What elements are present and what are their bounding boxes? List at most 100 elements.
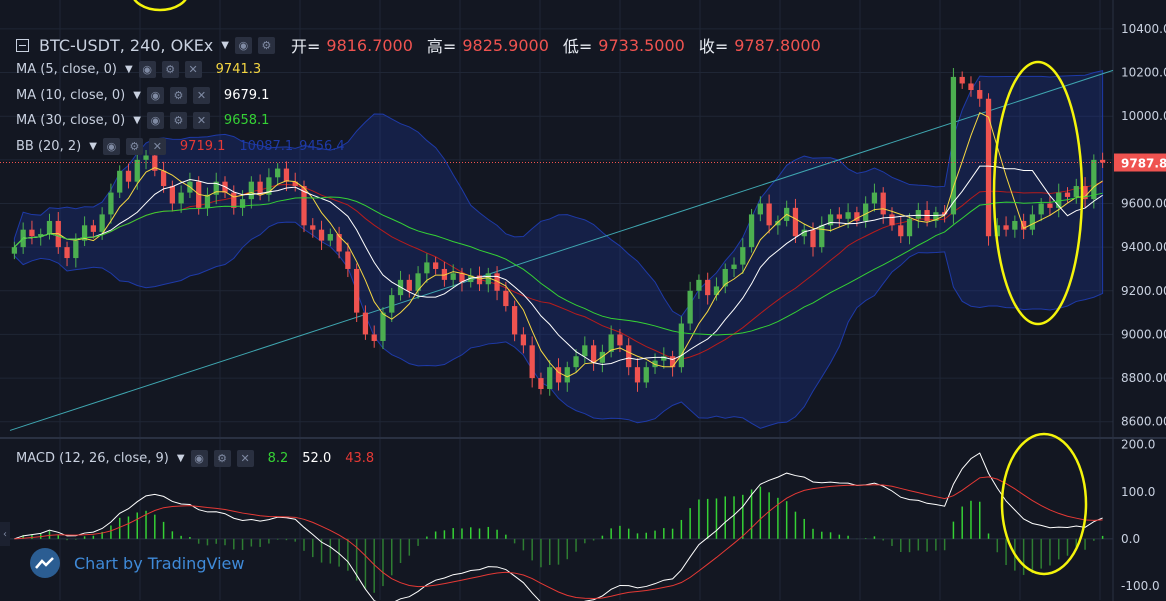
candle	[555, 367, 562, 383]
candle	[371, 334, 377, 341]
macd-signal-value: 43.8	[345, 451, 375, 466]
highlight-annotations	[133, 0, 1088, 576]
candle	[327, 234, 333, 241]
chevron-down-icon[interactable]: ▼	[89, 141, 97, 152]
ma5-legend[interactable]: MA (5, close, 0) ▼ ◉ ⚙ ✕ 9741.3	[16, 61, 261, 78]
scroll-left-icon[interactable]: ‹	[0, 522, 10, 546]
ma10-line	[14, 165, 1103, 366]
candle	[1099, 159, 1106, 163]
close-icon[interactable]: ✕	[184, 61, 202, 78]
candle	[11, 247, 18, 254]
candle	[336, 234, 342, 252]
candle	[108, 192, 114, 215]
candle	[652, 360, 658, 368]
eye-icon[interactable]: ◉	[146, 87, 164, 104]
candle	[863, 203, 869, 221]
candle	[520, 334, 527, 346]
gear-icon[interactable]: ⚙	[125, 138, 143, 155]
price-tick-label: 8600.00	[1121, 415, 1166, 429]
gear-icon[interactable]: ⚙	[213, 450, 231, 467]
gear-icon[interactable]: ⚙	[161, 61, 179, 78]
macd-legend[interactable]: MACD (12, 26, close, 9) ▼ ◉ ⚙ ✕ 8.2 52.0…	[16, 450, 374, 467]
candle	[169, 186, 175, 204]
candle	[950, 76, 957, 215]
candle	[511, 306, 518, 335]
candle	[389, 295, 395, 313]
price-axis: 10400.0010200.0010000.009800.009600.0094…	[1114, 22, 1166, 593]
candle	[160, 170, 167, 187]
chevron-down-icon[interactable]: ▼	[124, 64, 133, 75]
candle	[239, 199, 246, 208]
candle	[117, 170, 123, 193]
close-icon[interactable]: ✕	[236, 450, 254, 467]
gear-icon[interactable]: ⚙	[169, 87, 187, 104]
bb-legend[interactable]: BB (20, 2) ▼ ◉ ⚙ ✕ 9719.1 10087.1 9456.4	[16, 138, 345, 155]
candle	[406, 279, 412, 291]
eye-icon[interactable]: ◉	[102, 138, 120, 155]
price-tag	[1114, 153, 1166, 172]
candle	[626, 345, 632, 368]
candle	[1056, 192, 1062, 208]
high-label: 高=	[426, 37, 457, 56]
ma10-legend[interactable]: MA (10, close, 0) ▼ ◉ ⚙ ✕ 9679.1	[16, 87, 269, 104]
candle	[766, 203, 772, 226]
candle	[178, 192, 184, 204]
candle	[547, 367, 553, 389]
chevron-down-icon[interactable]: ▼	[221, 39, 229, 51]
candle	[1020, 220, 1027, 230]
eye-icon[interactable]: ◉	[190, 450, 208, 467]
candle	[573, 356, 579, 368]
bb-upper-value: 10087.1	[239, 139, 294, 154]
candle	[1064, 192, 1071, 197]
candle	[494, 273, 500, 291]
candle	[608, 334, 614, 352]
price-tick-label: 8800.00	[1121, 371, 1166, 385]
collapse-icon[interactable]	[16, 38, 29, 52]
candle	[871, 192, 878, 204]
candle	[1003, 225, 1009, 230]
bollinger-bands	[13, 70, 1104, 429]
close-icon[interactable]: ✕	[192, 112, 210, 129]
candle	[81, 225, 88, 241]
macd-signal-line	[14, 476, 1103, 600]
candle	[90, 225, 97, 232]
candle	[775, 220, 781, 226]
candle	[73, 240, 79, 259]
chevron-down-icon[interactable]: ▼	[133, 90, 141, 101]
tradingview-watermark[interactable]: Chart by TradingView	[30, 548, 244, 578]
eye-icon[interactable]: ◉	[146, 112, 164, 129]
gear-icon[interactable]: ⚙	[169, 112, 187, 129]
eye-icon[interactable]: ◉	[234, 36, 252, 54]
eye-icon[interactable]: ◉	[138, 61, 156, 78]
ma30-legend[interactable]: MA (30, close, 0) ▼ ◉ ⚙ ✕ 9658.1	[16, 112, 269, 129]
candle	[450, 273, 456, 280]
candle	[143, 155, 149, 160]
ma5-value: 9741.3	[215, 62, 262, 77]
ma5-line	[14, 112, 1103, 378]
gear-icon[interactable]: ⚙	[257, 36, 275, 54]
candle	[889, 214, 895, 226]
candle	[836, 214, 842, 219]
candle	[1012, 220, 1018, 230]
candle	[415, 273, 421, 291]
candle	[424, 262, 430, 274]
candle	[485, 273, 491, 285]
candle	[590, 345, 597, 363]
chevron-down-icon[interactable]: ▼	[176, 453, 185, 464]
symbol-legend[interactable]: BTC-USDT, 240, OKEx ▼ ◉ ⚙ 开= 9816.7000 高=…	[16, 33, 829, 57]
candle	[46, 220, 53, 235]
candle	[564, 367, 570, 383]
chevron-down-icon[interactable]: ▼	[133, 115, 141, 126]
bb-area	[13, 70, 1104, 429]
candle	[845, 212, 851, 219]
close-icon[interactable]: ✕	[148, 138, 166, 155]
close-icon[interactable]: ✕	[192, 87, 210, 104]
candle	[898, 225, 904, 237]
price-tick-label: 9600.00	[1121, 196, 1166, 210]
candle	[757, 203, 763, 215]
candle	[362, 312, 369, 335]
candle	[1073, 186, 1079, 197]
candle	[1047, 203, 1053, 208]
candle	[933, 212, 939, 221]
